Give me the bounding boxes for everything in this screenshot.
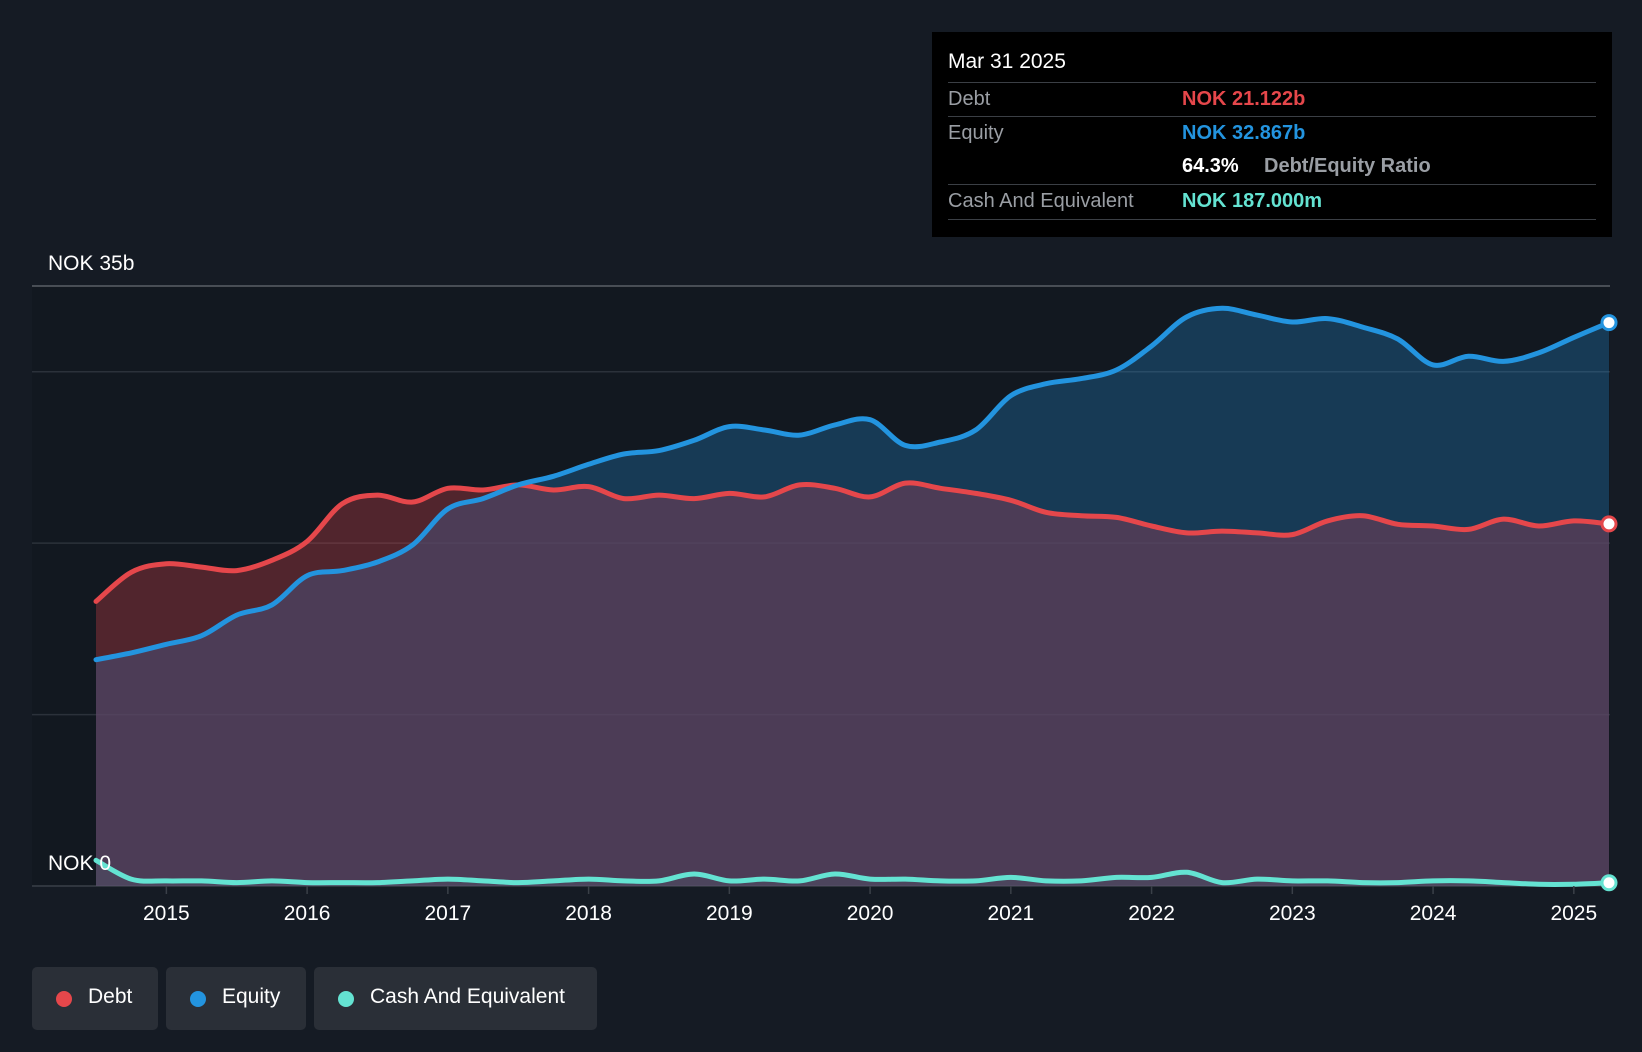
tooltip-equity-value: NOK 32.867b: [1182, 122, 1306, 144]
y-axis-top-label: NOK 35b: [48, 252, 134, 275]
y-axis-bottom-label: NOK 0: [48, 852, 111, 875]
line-equity: [93, 305, 1612, 663]
x-axis-ticks: 2015 2016 2017 2018 2019 2020 2021 2022 2023 2024…: [143, 886, 1597, 925]
tooltip-bottom-divider: [948, 219, 1596, 220]
tooltip-panel: Mar 31 2025 Debt NOK 21.122b Equity NOK …: [932, 32, 1612, 237]
series-endpoints: [1600, 314, 1618, 892]
legend-item-equity[interactable]: Equity: [166, 967, 306, 1030]
tooltip-ratio-label: Debt/Equity Ratio: [1264, 155, 1431, 177]
x-tick-label-2019: 2019: [706, 902, 753, 925]
x-tick-label-2020: 2020: [847, 902, 894, 925]
tooltip-cash-value: NOK 187.000m: [1182, 190, 1323, 212]
tooltip-debt-row: Debt NOK 21.122b: [948, 82, 1596, 117]
series-lines: [93, 305, 1612, 887]
x-tick-label-2025: 2025: [1550, 902, 1597, 925]
legend-item-debt[interactable]: Debt: [32, 967, 158, 1030]
x-tick-label-2018: 2018: [565, 902, 612, 925]
x-tick-label-2022: 2022: [1128, 902, 1175, 925]
tooltip-ratio-value: 64.3%: [1182, 155, 1239, 177]
endpoint-equity: [1600, 314, 1618, 332]
series-areas: [96, 308, 1609, 886]
tooltip-cash-row: Cash And Equivalent NOK 187.000m: [948, 184, 1596, 219]
line-cash-and-equivalent: [93, 857, 1612, 887]
legend-dot-equity: [190, 991, 206, 1007]
x-tick-label-2023: 2023: [1269, 902, 1316, 925]
endpoint-cash-and-equivalent: [1600, 874, 1618, 892]
x-tick-label-2016: 2016: [284, 902, 331, 925]
legend-dot-cash: [338, 991, 354, 1007]
tooltip-equity-row: Equity NOK 32.867b: [948, 116, 1596, 151]
tooltip-debt-value: NOK 21.122b: [1182, 88, 1306, 110]
x-tick-label-2021: 2021: [987, 902, 1034, 925]
x-tick-label-2024: 2024: [1410, 902, 1457, 925]
tooltip-equity-label: Equity: [948, 122, 1004, 144]
tooltip-date: Mar 31 2025: [948, 50, 1066, 73]
legend-label-equity: Equity: [222, 985, 281, 1008]
line-debt: [93, 480, 1612, 604]
x-tick-label-2017: 2017: [425, 902, 472, 925]
x-tick-label-2015: 2015: [143, 902, 190, 925]
area-overlap: [96, 482, 1609, 886]
tooltip-ratio-row: 64.3% Debt/Equity Ratio: [948, 150, 1596, 184]
endpoint-debt: [1600, 515, 1618, 533]
legend-dot-debt: [56, 991, 72, 1007]
legend-item-cash[interactable]: Cash And Equivalent: [314, 967, 597, 1030]
legend-label-debt: Debt: [88, 985, 133, 1008]
legend-label-cash: Cash And Equivalent: [370, 985, 565, 1008]
tooltip-cash-label: Cash And Equivalent: [948, 190, 1134, 212]
tooltip-debt-label: Debt: [948, 88, 991, 110]
